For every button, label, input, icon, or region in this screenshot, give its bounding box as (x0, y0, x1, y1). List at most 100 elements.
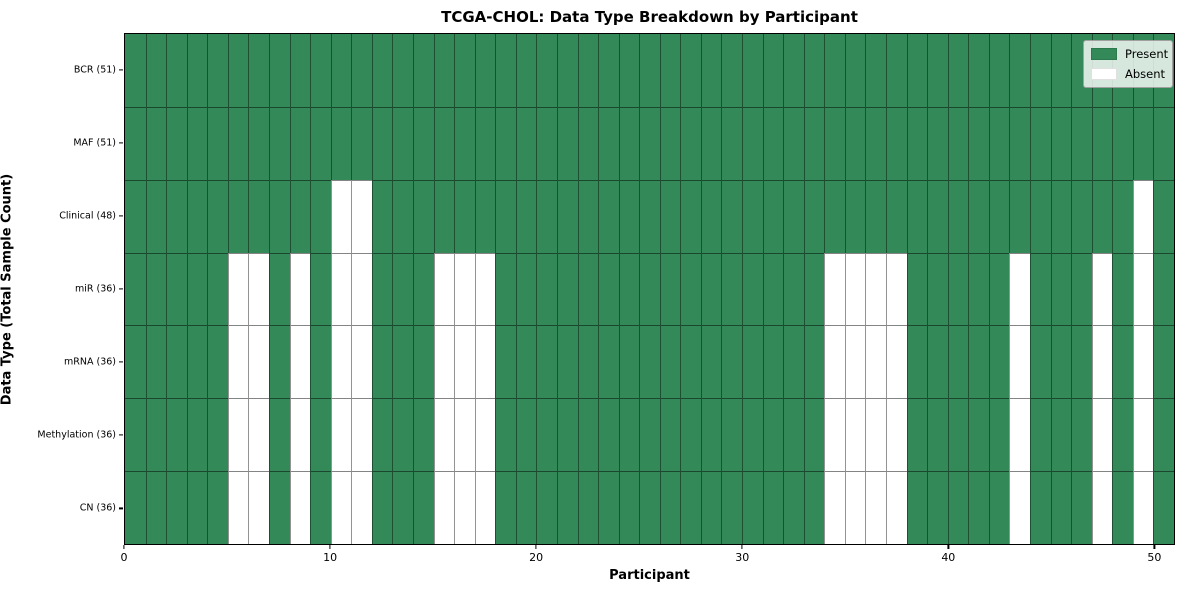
heatmap-cell (680, 325, 701, 399)
y-tick-mark (119, 434, 123, 436)
heatmap-cell (556, 398, 578, 472)
x-tick-label: 20 (529, 551, 544, 564)
heatmap-cell (351, 179, 372, 253)
heatmap-cell (454, 252, 475, 326)
heatmap-cell (125, 325, 146, 399)
heatmap-cell (433, 106, 455, 180)
heatmap-cell (125, 179, 146, 253)
heatmap-cell (330, 179, 352, 253)
heatmap-cell (906, 325, 928, 399)
heatmap-cell (844, 325, 866, 399)
y-tick-mark (119, 68, 123, 71)
heatmap-cell (536, 179, 557, 253)
heatmap-cell (844, 34, 866, 107)
heatmap-cell (392, 325, 413, 399)
y-tick-mark (119, 142, 123, 144)
heatmap-cell (742, 179, 763, 253)
heatmap-cell (577, 325, 599, 399)
heatmap-cell (886, 471, 907, 544)
heatmap-cell (988, 398, 1010, 472)
y-tick-mark (119, 288, 123, 290)
heatmap-cell (1112, 252, 1133, 326)
heatmap-cell (515, 179, 537, 253)
heatmap-cell (865, 34, 887, 107)
heatmap-cell (536, 34, 557, 107)
heatmap-cell (639, 325, 660, 399)
heatmap-cell (433, 398, 455, 472)
heatmap-cell (1030, 325, 1051, 399)
heatmap-cell (412, 252, 434, 326)
heatmap-cell (474, 471, 496, 544)
heatmap-cell (659, 398, 681, 472)
heatmap-cell (495, 252, 516, 326)
heatmap-cell (268, 34, 290, 107)
heatmap-cell (680, 471, 701, 544)
heatmap-cell (268, 398, 290, 472)
heatmap-cell (783, 252, 804, 326)
heatmap-cell (1153, 398, 1174, 472)
heatmap-cell (598, 398, 619, 472)
heatmap-cell (556, 325, 578, 399)
heatmap-cell (906, 179, 928, 253)
heatmap-cell (556, 179, 578, 253)
heatmap-cell (598, 471, 619, 544)
heatmap-cell (1112, 325, 1133, 399)
heatmap-cell (227, 398, 249, 472)
heatmap-cell (988, 179, 1010, 253)
y-tick-label: Clinical (48) (59, 210, 116, 222)
heatmap-cell (803, 106, 825, 180)
heatmap-cell (803, 471, 825, 544)
heatmap-cell (1153, 252, 1174, 326)
heatmap-cell (824, 179, 845, 253)
heatmap-cell (412, 179, 434, 253)
heatmap-cell (248, 325, 269, 399)
heatmap-cell (330, 471, 352, 544)
heatmap-cell (289, 325, 311, 399)
legend-label-present: Present (1125, 47, 1169, 61)
chart-title: TCGA-CHOL: Data Type Breakdown by Partic… (441, 8, 858, 26)
heatmap-cell (968, 471, 989, 544)
heatmap-cell (762, 398, 784, 472)
heatmap-cell (1050, 34, 1072, 107)
heatmap-cell (947, 398, 969, 472)
x-tick-label: 40 (941, 551, 956, 564)
y-tick-label: BCR (51) (73, 64, 116, 76)
heatmap-cell (700, 252, 722, 326)
heatmap-cell (310, 106, 331, 180)
heatmap-cell (577, 34, 599, 107)
heatmap-cell (742, 252, 763, 326)
heatmap-cell (1091, 252, 1113, 326)
heatmap-cell (577, 398, 599, 472)
heatmap-cell (474, 179, 496, 253)
heatmap-cell (166, 471, 187, 544)
x-tick-mark (947, 545, 949, 549)
heatmap-cell (289, 252, 311, 326)
heatmap-cell (947, 34, 969, 107)
heatmap-cell (906, 471, 928, 544)
heatmap-cell (844, 179, 866, 253)
heatmap-cell (659, 471, 681, 544)
heatmap-cell (1071, 179, 1092, 253)
heatmap-cell (145, 252, 167, 326)
heatmap-cell (392, 471, 413, 544)
heatmap-cell (659, 325, 681, 399)
heatmap-cell (268, 252, 290, 326)
heatmap-cell (248, 398, 269, 472)
heatmap-cell (721, 398, 743, 472)
heatmap-cell (865, 471, 887, 544)
x-tick-mark (741, 545, 743, 549)
heatmap-cell (125, 398, 146, 472)
heatmap-cell (721, 179, 743, 253)
heatmap-cell (1091, 106, 1113, 180)
heatmap-cell (803, 34, 825, 107)
heatmap-cell (1132, 471, 1154, 544)
heatmap-cell (556, 252, 578, 326)
heatmap-cell (783, 179, 804, 253)
heatmap-cell (392, 398, 413, 472)
heatmap-cell (515, 325, 537, 399)
heatmap-cell (618, 398, 640, 472)
heatmap-cell (762, 34, 784, 107)
x-tick-mark (1153, 545, 1155, 549)
heatmap-cell (803, 252, 825, 326)
